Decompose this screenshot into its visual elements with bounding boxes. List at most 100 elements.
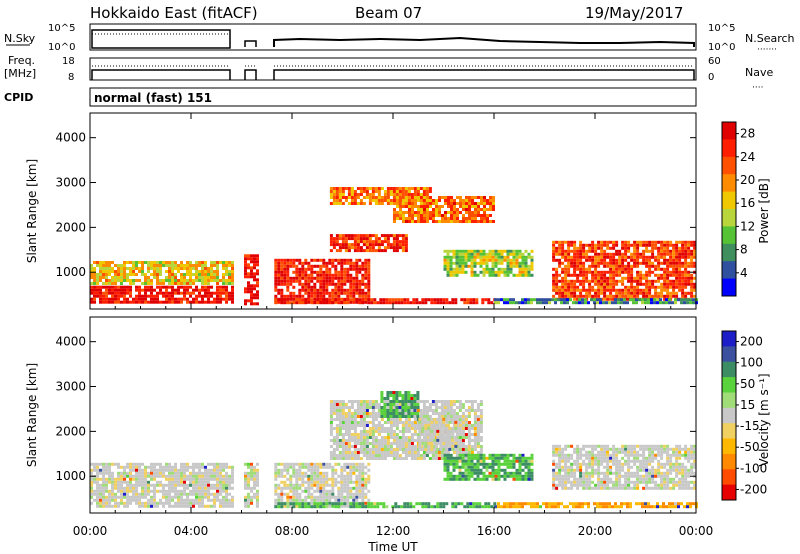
heatmap-cell [341,193,345,196]
heatmap-cell [579,288,583,292]
heatmap-cell [468,217,471,220]
heatmap-cell [352,480,356,484]
heatmap-cell [359,442,363,445]
heatmap-cell [477,214,480,217]
heatmap-cell [304,270,308,274]
heatmap-cell [150,474,153,478]
heatmap-cell [427,423,431,427]
heatmap-cell [253,492,256,496]
heatmap-cell [458,418,462,421]
heatmap-cell [313,297,317,301]
heatmap-cell [331,294,335,298]
heatmap-cell [446,249,450,253]
heatmap-cell [467,252,471,256]
heatmap-cell [494,258,498,262]
heatmap-cell [483,214,486,217]
heatmap-cell [144,504,147,508]
heatmap-cell [374,418,378,421]
heatmap-cell [177,300,180,304]
heatmap-cell [244,486,247,490]
heatmap-cell [356,403,360,406]
heatmap-cell [364,261,368,265]
heatmap-cell [454,420,458,424]
heatmap-cell [453,205,456,208]
heatmap-cell [353,409,357,412]
heatmap-cell [408,205,411,208]
colorbar-frame [721,121,737,297]
heatmap-cell [298,505,302,509]
heatmap-cell [289,279,293,283]
heatmap-cell [639,273,643,277]
heatmap-cell [96,486,99,490]
heatmap-cell [690,261,694,265]
heatmap-cell [367,474,371,478]
heatmap-cell [371,436,375,439]
heatmap-cell [420,205,423,208]
heatmap-cell [204,495,207,499]
heatmap-cell [371,249,375,253]
heatmap-cell [645,264,649,268]
heatmap-cell [141,288,144,292]
heatmap-cell [344,454,348,457]
heatmap-cell [353,445,357,448]
heatmap-cell [396,217,399,220]
heatmap-cell [424,417,428,421]
heatmap-cell [256,501,259,505]
noise-sky-trace-early [91,29,231,49]
heatmap-cell [512,273,516,277]
heatmap-cell [225,462,228,466]
heatmap-cell [473,433,477,436]
heatmap-cell [453,214,456,217]
heatmap-cell [228,279,231,282]
heatmap-cell [374,457,378,460]
heatmap-cell [597,285,601,289]
heatmap-cell [524,255,528,259]
heatmap-cell [301,465,305,469]
heatmap-cell [494,301,497,305]
heatmap-cell [422,409,426,412]
heatmap-cell [120,300,123,304]
heatmap-cell [407,430,411,433]
heatmap-cell [141,492,144,496]
heatmap-cell [377,427,381,430]
heatmap-cell [289,276,293,280]
heatmap-cell [337,498,341,502]
heatmap-cell [636,294,640,298]
heatmap-cell [138,492,141,496]
heatmap-cell [419,415,423,418]
heatmap-cell [362,439,366,442]
heatmap-cell [343,486,347,490]
heatmap-cell [690,285,694,289]
heatmap-cell [621,258,625,262]
heatmap-cell [400,298,404,302]
heatmap-cell [428,457,432,460]
heatmap-cell [570,294,574,298]
heatmap-cell [474,217,477,220]
heatmap-cell [93,270,96,273]
heatmap-cell [430,301,434,305]
heatmap-cell [340,276,344,280]
heatmap-cell [111,291,114,295]
heatmap-cell [503,258,507,262]
heatmap-cell [250,474,253,478]
heatmap-cell [419,199,423,202]
heatmap-cell [642,255,646,259]
heatmap-cell [126,465,129,469]
heatmap-cell [319,465,323,469]
heatmap-cell [132,474,135,478]
heatmap-cell [521,264,525,268]
heatmap-cell [395,451,399,454]
heatmap-cell [316,298,320,302]
heatmap-cell [295,468,299,472]
heatmap-cell [298,471,302,475]
heatmap-cell [147,498,150,502]
heatmap-cell [491,249,495,253]
heatmap-cell [335,442,339,445]
heatmap-cell [449,273,453,277]
heatmap-cell [497,301,500,305]
heatmap-cell [374,439,378,442]
heatmap-cell [331,502,335,506]
heatmap-cell [350,237,354,241]
heatmap-cell [365,406,369,409]
heatmap-cell [395,433,399,436]
